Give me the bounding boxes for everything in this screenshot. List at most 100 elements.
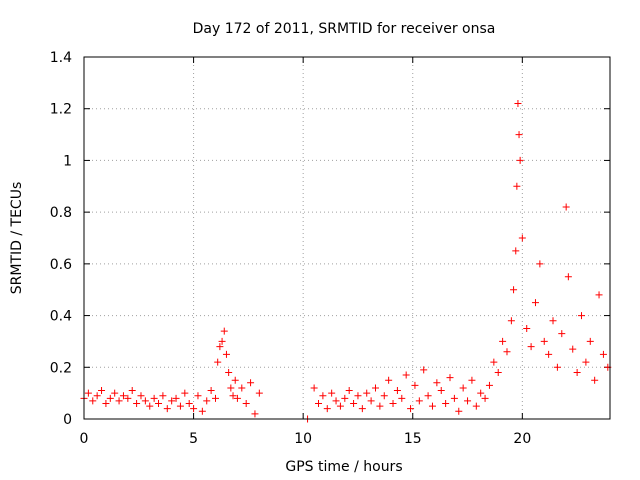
data-point [437,387,445,395]
data-point [420,366,428,374]
data-point [499,337,507,345]
x-tick-label: 10 [294,431,312,447]
x-tick-label: 20 [513,431,531,447]
data-point [350,399,358,407]
data-point [481,394,489,402]
data-point [190,405,198,413]
data-point [242,399,250,407]
data-point [222,350,230,358]
data-point [512,247,520,255]
data-point [128,387,136,395]
grid-lines [84,57,610,419]
data-point [146,402,154,410]
data-point [220,327,228,335]
data-point [141,397,149,405]
data-point [323,405,331,413]
data-point [455,407,463,415]
data-point [102,399,110,407]
data-point [428,402,436,410]
data-point [459,384,467,392]
data-point [485,381,493,389]
y-axis-label: SRMTID / TECUs [9,182,25,295]
data-point [591,376,599,384]
data-point [446,374,454,382]
data-point [319,392,327,400]
chart-title: Day 172 of 2011, SRMTID for receiver ons… [193,21,496,37]
data-point [424,392,432,400]
y-tick-label: 0.4 [50,309,72,325]
data-point [207,387,215,395]
data-point [137,392,145,400]
data-point [345,387,353,395]
data-point [358,405,366,413]
data-point [464,397,472,405]
data-point [111,389,119,397]
data-point [468,376,476,384]
data-point [518,234,526,242]
data-point [225,368,233,376]
data-point [231,376,239,384]
data-point [354,392,362,400]
data-point [328,389,336,397]
data-point [393,387,401,395]
data-point [490,358,498,366]
y-tick-label: 1 [63,153,72,169]
data-point [98,387,106,395]
data-point [216,343,224,351]
x-tick-label: 0 [80,431,89,447]
data-point [315,399,323,407]
data-point [341,394,349,402]
data-point [89,397,97,405]
data-point [516,156,524,164]
data-point [407,405,415,413]
data-point [119,392,127,400]
data-point [363,389,371,397]
data-point [599,350,607,358]
data-point [371,384,379,392]
data-point [194,392,202,400]
data-point [336,402,344,410]
data-point [477,389,485,397]
y-tick-label: 1.4 [50,50,72,66]
data-point [578,312,586,320]
data-point [549,317,557,325]
data-point [385,376,393,384]
data-point [380,392,388,400]
data-point [310,384,318,392]
data-point [515,131,523,139]
x-tick-label: 5 [189,431,198,447]
data-point [198,407,206,415]
data-point [163,405,171,413]
data-point [172,394,180,402]
data-point [106,394,114,402]
data-point [332,397,340,405]
data-point [540,337,548,345]
x-axis: 0 5 10 15 20 [80,57,531,447]
data-point [523,325,531,332]
y-tick-label: 0 [63,412,72,428]
data-point [159,392,167,400]
data-point [229,392,237,400]
x-axis-label: GPS time / hours [285,459,402,475]
data-point [411,381,419,389]
data-point [238,384,246,392]
data-point [586,337,594,345]
data-point [595,291,603,299]
data-point [562,203,570,211]
data-point [203,397,211,405]
data-point [564,273,572,281]
data-point [168,397,176,405]
plot-points [80,100,612,423]
data-point [227,384,235,392]
data-point [84,389,92,397]
data-point [251,410,259,418]
data-point [398,394,406,402]
data-point [389,399,397,407]
data-point [155,399,163,407]
data-point [472,402,480,410]
y-tick-label: 1.2 [50,102,72,118]
y-tick-label: 0.8 [50,205,72,221]
data-point [176,402,184,410]
data-point [582,358,590,366]
plot-frame [83,56,611,420]
